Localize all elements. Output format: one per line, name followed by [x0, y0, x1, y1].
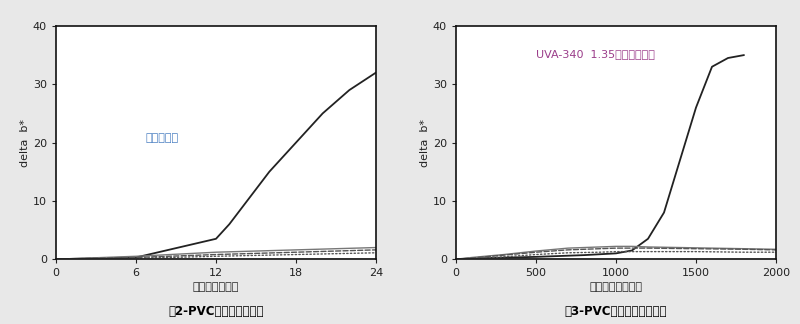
- Y-axis label: delta  b*: delta b*: [20, 119, 30, 167]
- X-axis label: 曝晒时间（月）: 曝晒时间（月）: [193, 283, 239, 292]
- Text: 图2-PVC薄膜、户外老化: 图2-PVC薄膜、户外老化: [168, 305, 264, 318]
- X-axis label: 曝晒时间（小时）: 曝晒时间（小时）: [590, 283, 642, 292]
- Text: 亚利桑那州: 亚利桑那州: [146, 133, 178, 143]
- Y-axis label: delta  b*: delta b*: [420, 119, 430, 167]
- Text: UVA-340  1.35，只紫外光照: UVA-340 1.35，只紫外光照: [536, 49, 655, 59]
- Text: 图3-PVC薄膜、实验室老化: 图3-PVC薄膜、实验室老化: [565, 305, 667, 318]
